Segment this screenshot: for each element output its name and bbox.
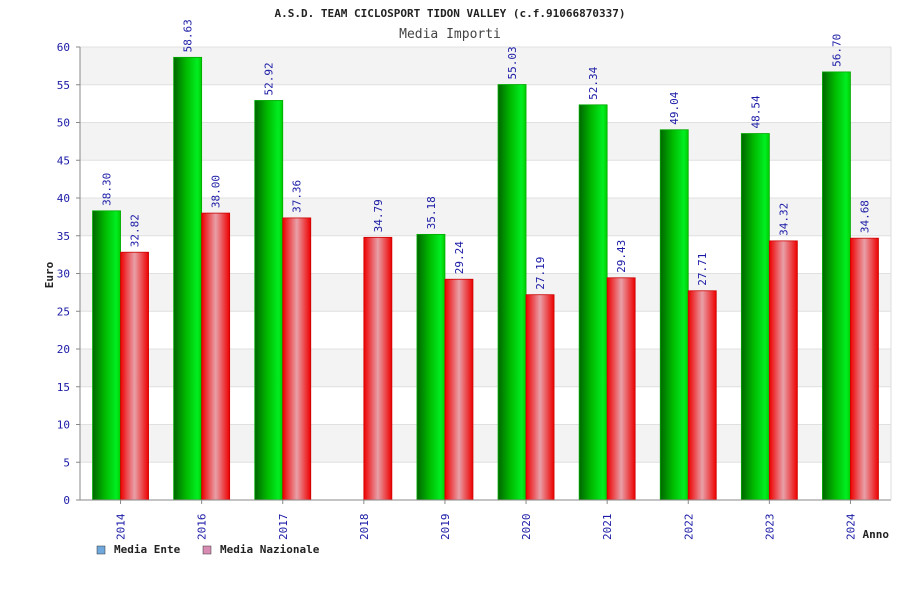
x-tick-label: 2021 <box>601 514 614 541</box>
bar-ente-2019 <box>416 233 446 501</box>
bar-nazionale-2024 <box>850 237 879 501</box>
value-label: 49.04 <box>668 91 681 124</box>
value-label: 29.24 <box>453 241 466 274</box>
bars-group <box>92 56 879 501</box>
value-label: 52.34 <box>587 66 600 99</box>
x-tick-label: 2014 <box>115 513 128 540</box>
value-label: 34.79 <box>372 199 385 232</box>
y-tick-label: 50 <box>57 117 70 130</box>
y-tick-label: 15 <box>57 381 70 394</box>
bar-nazionale-2023 <box>768 240 798 501</box>
value-label: 34.32 <box>777 203 790 236</box>
y-tick-label: 10 <box>57 419 70 432</box>
y-tick-label: 30 <box>57 268 70 281</box>
value-label: 38.00 <box>210 175 223 208</box>
value-label: 48.54 <box>749 95 762 128</box>
bar-nazionale-2018 <box>363 236 393 501</box>
legend-swatch-ente <box>96 545 106 555</box>
legend: Media Ente Media Nazionale <box>96 543 320 556</box>
bar-ente-2021 <box>578 104 608 501</box>
y-tick-label: 25 <box>57 305 70 318</box>
x-tick-label: 2018 <box>358 514 371 541</box>
bar-nazionale-2017 <box>282 217 312 501</box>
value-label: 37.36 <box>291 180 304 213</box>
x-tick-label: 2020 <box>520 514 533 541</box>
value-label: 55.03 <box>506 46 519 79</box>
y-tick-label: 60 <box>57 41 70 54</box>
bar-nazionale-2020 <box>525 294 555 501</box>
bar-ente-2020 <box>497 84 527 501</box>
axes: 0 5 10 15 20 25 30 35 40 45 50 55 60 2014 2016 2017 2018… <box>57 41 892 541</box>
value-label: 32.82 <box>129 214 142 247</box>
chart-subtitle: Media Importi <box>399 27 501 42</box>
y-axis-label: Euro <box>43 261 56 288</box>
y-tick-label: 55 <box>57 79 70 92</box>
value-label: 35.18 <box>425 196 438 229</box>
value-label: 58.63 <box>182 19 195 52</box>
bar-nazionale-2021 <box>606 277 636 501</box>
y-tick-label: 40 <box>57 192 70 205</box>
value-label: 56.70 <box>830 34 843 67</box>
y-tick-label: 20 <box>57 343 70 356</box>
value-label: 27.19 <box>534 257 547 290</box>
value-label: 27.71 <box>696 253 709 286</box>
x-tick-label: 2016 <box>196 514 209 541</box>
bar-nazionale-2022 <box>687 290 717 501</box>
value-label: 34.68 <box>858 200 871 233</box>
x-tick-label: 2023 <box>763 514 776 541</box>
x-tick-label: 2017 <box>277 514 290 541</box>
bar-ente-2022 <box>659 129 689 501</box>
plot-band <box>80 47 891 85</box>
bar-ente-2024 <box>822 71 851 501</box>
value-label: 29.43 <box>615 240 628 273</box>
y-tick-label: 0 <box>63 494 70 507</box>
plot-band <box>80 84 891 123</box>
bar-nazionale-2019 <box>444 278 474 501</box>
x-tick-label: 2022 <box>682 514 695 541</box>
bar-ente-2023 <box>740 133 770 501</box>
legend-label-nazionale: Media Nazionale <box>220 543 320 556</box>
value-label: 38.30 <box>101 173 114 206</box>
value-labels: 38.30 32.82 58.63 38.00 52.92 37.36 34.79 35.18… <box>101 19 872 289</box>
x-tick-label: 2024 <box>844 513 857 540</box>
bar-ente-2017 <box>254 100 284 501</box>
bar-ente-2016 <box>173 56 203 501</box>
y-tick-label: 35 <box>57 230 70 243</box>
value-label: 52.92 <box>263 62 276 95</box>
bar-nazionale-2016 <box>201 212 231 501</box>
y-tick-label: 5 <box>63 456 70 469</box>
x-tick-label: 2019 <box>439 514 452 541</box>
bar-nazionale-2014 <box>120 251 149 501</box>
bar-ente-2014 <box>92 210 121 501</box>
y-tick-label: 45 <box>57 154 70 167</box>
legend-swatch-nazionale <box>202 545 212 555</box>
legend-label-ente: Media Ente <box>114 543 181 556</box>
x-axis-label: Anno <box>863 528 890 541</box>
chart-title: A.S.D. TEAM CICLOSPORT TIDON VALLEY (c.f… <box>275 7 626 20</box>
